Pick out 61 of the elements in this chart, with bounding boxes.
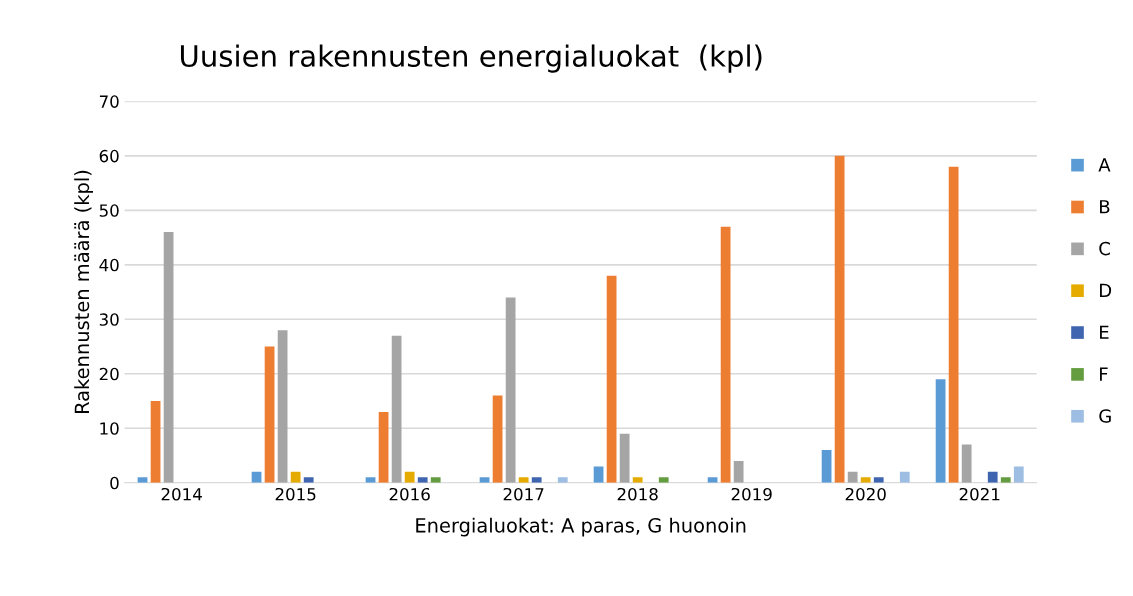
x-tick-label: 2014	[161, 487, 202, 501]
bar	[163, 232, 174, 483]
bar	[873, 477, 884, 483]
bar	[430, 477, 441, 483]
bar	[961, 444, 972, 483]
bar	[720, 226, 731, 483]
bar	[860, 477, 871, 483]
bar	[1013, 466, 1024, 483]
legend-label: C	[1099, 241, 1110, 256]
legend-label: A	[1098, 158, 1111, 172]
bar	[948, 166, 959, 483]
y-tick-label: 40	[99, 258, 119, 272]
x-tick-label: 2015	[275, 487, 316, 501]
bar	[290, 471, 301, 483]
x-tick-label: 2020	[845, 487, 886, 501]
bar	[150, 401, 161, 483]
y-tick-label: 60	[99, 149, 119, 163]
bar	[277, 330, 288, 483]
bar	[834, 155, 845, 483]
bar	[619, 433, 630, 483]
legend-label: D	[1100, 283, 1112, 298]
y-tick-label: 30	[99, 313, 119, 326]
bar	[417, 477, 428, 483]
bar	[1000, 477, 1011, 483]
legend-label: E	[1100, 325, 1109, 339]
bar	[404, 471, 415, 483]
bar	[391, 335, 402, 483]
y-axis-title: Rakennusten määrä (kpl)	[74, 170, 93, 413]
bar	[505, 297, 516, 483]
x-tick-label: 2019	[731, 487, 772, 501]
bar	[518, 477, 529, 483]
x-tick-label: 2016	[389, 487, 430, 501]
y-tick-label: 70	[99, 95, 119, 108]
bar	[557, 477, 568, 483]
bar	[303, 477, 314, 483]
bar	[821, 450, 832, 483]
legend-label: F	[1100, 367, 1108, 381]
bar	[531, 477, 542, 483]
bar	[264, 346, 275, 483]
y-tick-label: 10	[100, 422, 119, 435]
y-tick-label: 50	[99, 204, 119, 217]
y-tick-label: 20	[99, 367, 119, 381]
bar	[935, 379, 946, 483]
chart-title: Uusien rakennusten energialuokat (kpl)	[180, 44, 762, 73]
bar	[899, 471, 910, 483]
legend-label: G	[1099, 409, 1111, 423]
x-tick-label: 2017	[503, 487, 544, 501]
legend-label: B	[1100, 200, 1110, 214]
y-tick-label: 0	[110, 476, 119, 490]
bar	[492, 395, 503, 483]
bar	[378, 411, 389, 483]
bar	[987, 471, 998, 483]
x-tick-label: 2018	[617, 487, 658, 501]
bar	[593, 466, 604, 483]
x-axis-title: Energialuokat: A paras, G huonoin	[416, 517, 746, 537]
x-tick-label: 2021	[959, 487, 1000, 501]
bar	[606, 275, 617, 483]
bar	[658, 477, 669, 483]
bar	[632, 477, 643, 483]
bar	[847, 471, 858, 483]
bar	[733, 460, 744, 483]
